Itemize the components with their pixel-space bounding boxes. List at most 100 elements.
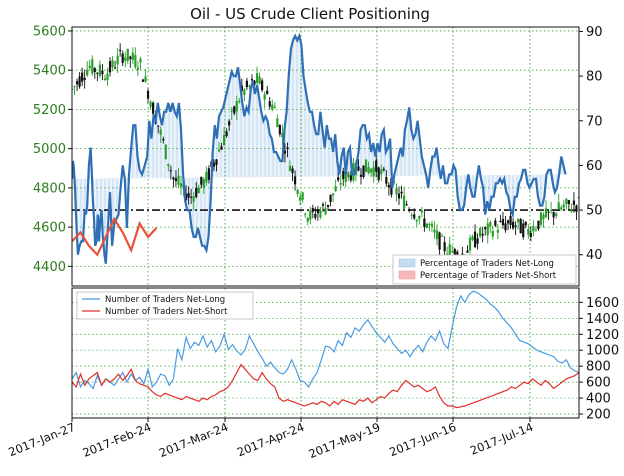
price-tick-label-3: 5000	[33, 142, 66, 157]
positioning-price-panel: 4400 4600 4800 5000 5200 5400 5600 40 50 60 70 80 9…	[33, 24, 603, 287]
price-candle-body	[248, 85, 251, 87]
price-candle-body	[253, 80, 256, 85]
price-candle-body	[121, 53, 124, 63]
date-tick-label-0: 2017-Jan-27	[6, 420, 77, 459]
price-candle-body	[141, 79, 145, 82]
price-candle-body	[509, 215, 512, 226]
price-candle-body	[334, 186, 337, 192]
price-candle-body	[481, 233, 484, 236]
legend-swatch-net-long	[398, 258, 416, 268]
price-candle-body	[263, 94, 266, 100]
price-tick-label-4: 5200	[33, 103, 66, 118]
price-candle-body	[293, 176, 297, 185]
price-candle-body	[291, 168, 294, 174]
price-candle-body	[72, 88, 74, 90]
price-tick-label-1: 4600	[33, 221, 66, 236]
price-candle-body	[113, 67, 117, 69]
price-candle-body	[266, 90, 269, 95]
date-tick-label-6: 2017-Jul-14	[468, 420, 535, 458]
price-candle-body	[423, 218, 426, 228]
price-candle-body	[311, 207, 314, 212]
price-candle-body	[88, 65, 91, 69]
price-axis-ticks: 4400 4600 4800 5000 5200 5400 5600	[33, 24, 72, 275]
price-candle-body	[552, 212, 555, 218]
price-candle-body	[205, 171, 208, 183]
price-candle-body	[73, 86, 76, 88]
price-candle-body	[547, 211, 550, 213]
price-candle-body	[152, 102, 155, 115]
price-candle-body	[288, 165, 292, 171]
price-candle-body	[91, 59, 94, 74]
price-candle-body	[494, 220, 497, 226]
price-candle-body	[501, 218, 505, 226]
traders-net-long-line	[72, 290, 579, 390]
price-candle-body	[466, 250, 469, 253]
bottom-legend: Number of Traders Net-Long Number of Tra…	[76, 291, 254, 320]
price-candle-body	[134, 55, 137, 67]
price-candle-body	[438, 232, 441, 250]
price-candle-body	[225, 131, 228, 136]
legend-label-traders-net-short: Number of Traders Net-Short	[105, 307, 228, 317]
price-candle-body	[562, 204, 565, 208]
percent-tick-label-2: 60	[586, 159, 603, 174]
price-candle-body	[197, 187, 200, 194]
count-tick-label-7: 1600	[586, 296, 619, 311]
price-candle-body	[370, 168, 373, 173]
price-candle-body	[215, 159, 218, 165]
price-candle-body	[339, 183, 342, 185]
price-candle-body	[435, 230, 439, 240]
price-candle-body	[375, 160, 378, 172]
count-tick-label-1: 400	[586, 392, 611, 407]
count-tick-label-3: 800	[586, 360, 611, 375]
percent-tick-label-4: 80	[586, 70, 603, 85]
price-candle-body	[131, 52, 134, 60]
price-candle-body	[144, 76, 147, 82]
price-candle-body	[400, 191, 403, 194]
price-candle-body	[220, 146, 223, 150]
count-tick-label-6: 1400	[586, 312, 619, 327]
price-candle-body	[111, 60, 114, 68]
price-candle-body	[408, 209, 411, 211]
price-candle-body	[405, 204, 408, 206]
price-candle-body	[357, 166, 360, 171]
top-legend: Percentage of Traders Net-Long Percentag…	[392, 254, 577, 285]
price-candle-body	[522, 223, 525, 238]
price-tick-label-6: 5600	[33, 24, 66, 39]
price-candle-body	[491, 230, 494, 237]
price-candle-body	[83, 77, 86, 81]
price-candle-body	[319, 210, 322, 218]
price-candle-body	[98, 64, 101, 76]
price-candle-body	[119, 49, 122, 52]
net-short-percentage-line	[72, 216, 158, 257]
date-tick-label-2: 2017-Mar-24	[157, 420, 230, 460]
price-candle-body	[316, 209, 319, 214]
price-candle-body	[433, 229, 436, 233]
price-candle-body	[304, 213, 307, 215]
price-candle-body	[496, 229, 499, 233]
top-legend-box	[392, 254, 577, 285]
price-candle-body	[306, 217, 309, 222]
price-candle-body	[238, 100, 241, 103]
price-candle-body	[157, 125, 160, 127]
net-long-percentage-line	[72, 32, 567, 264]
price-candle-body	[167, 163, 170, 166]
price-candle-body	[572, 200, 576, 205]
count-tick-label-2: 600	[586, 376, 611, 391]
price-candle-body	[164, 144, 167, 160]
price-candle-body	[283, 150, 287, 154]
price-candle-body	[349, 175, 352, 181]
price-candle-body	[243, 89, 246, 95]
price-tick-label-0: 4400	[33, 260, 66, 275]
price-candle-body	[314, 214, 317, 218]
price-candle-body	[567, 200, 570, 205]
date-tick-label-4: 2017-May-19	[307, 420, 383, 461]
percent-tick-label-0: 40	[586, 248, 603, 263]
price-candle-body	[116, 55, 119, 65]
price-candle-body	[124, 57, 127, 61]
price-candle-body	[212, 162, 216, 167]
legend-label-net-short: Percentage of Traders Net-Short	[420, 271, 557, 281]
price-candle-body	[223, 134, 226, 146]
date-tick-label-3: 2017-Apr-24	[235, 420, 306, 460]
percent-tick-label-3: 70	[586, 114, 603, 129]
price-candle-body	[78, 76, 81, 87]
